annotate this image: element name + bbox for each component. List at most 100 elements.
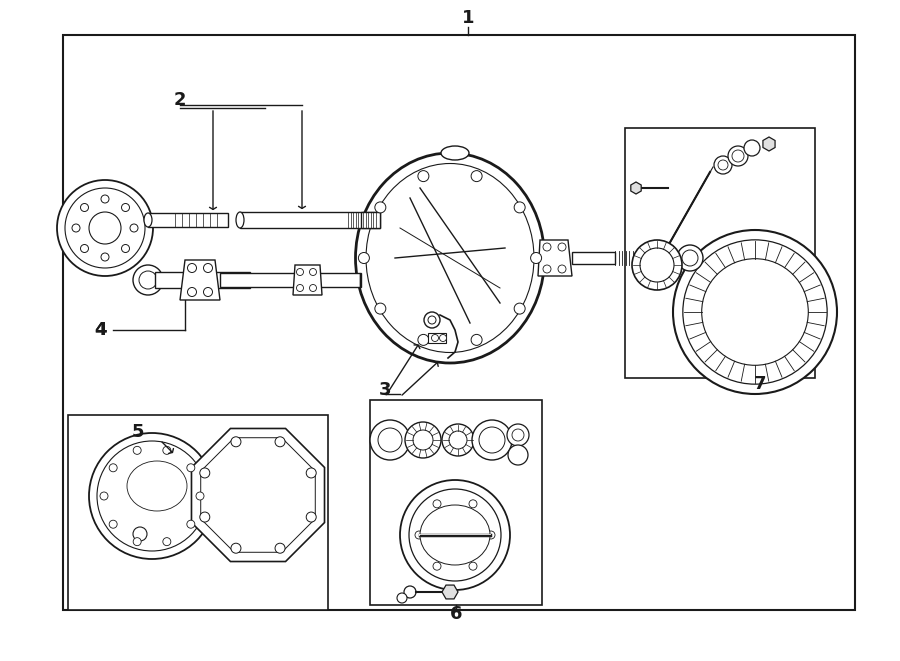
Ellipse shape <box>366 163 534 352</box>
Circle shape <box>187 288 196 297</box>
Circle shape <box>109 464 117 472</box>
Circle shape <box>487 531 495 539</box>
Ellipse shape <box>144 213 152 227</box>
Circle shape <box>57 180 153 276</box>
Circle shape <box>424 312 440 328</box>
Polygon shape <box>442 585 458 599</box>
Text: 3: 3 <box>379 381 392 399</box>
Bar <box>625 128 815 378</box>
Circle shape <box>433 500 441 508</box>
Bar <box>370 400 542 605</box>
Circle shape <box>80 204 88 212</box>
Circle shape <box>409 489 501 581</box>
Circle shape <box>310 268 317 276</box>
Circle shape <box>508 445 528 465</box>
Text: 2: 2 <box>174 91 186 109</box>
Circle shape <box>275 543 285 553</box>
Polygon shape <box>540 250 544 266</box>
Circle shape <box>65 188 145 268</box>
Bar <box>428 333 446 343</box>
Circle shape <box>682 250 698 266</box>
Circle shape <box>306 512 316 522</box>
Polygon shape <box>192 428 325 561</box>
Circle shape <box>404 586 416 598</box>
Ellipse shape <box>356 153 544 363</box>
Circle shape <box>469 500 477 508</box>
Circle shape <box>702 258 808 366</box>
Circle shape <box>428 316 436 324</box>
Text: 4: 4 <box>94 321 106 339</box>
Text: 1: 1 <box>462 9 474 27</box>
Polygon shape <box>148 213 228 227</box>
Circle shape <box>100 492 108 500</box>
Circle shape <box>374 202 386 213</box>
Circle shape <box>413 430 433 450</box>
Polygon shape <box>361 212 380 228</box>
Circle shape <box>358 253 369 264</box>
Polygon shape <box>220 273 360 287</box>
Circle shape <box>139 271 157 289</box>
Polygon shape <box>763 137 775 151</box>
Circle shape <box>405 422 441 458</box>
Circle shape <box>714 156 732 174</box>
Circle shape <box>89 212 121 244</box>
Circle shape <box>471 334 482 346</box>
Circle shape <box>400 480 510 590</box>
Ellipse shape <box>127 461 187 511</box>
Circle shape <box>512 429 524 441</box>
Polygon shape <box>293 265 322 295</box>
Circle shape <box>306 468 316 478</box>
Circle shape <box>370 420 410 460</box>
Circle shape <box>433 513 477 557</box>
Circle shape <box>163 446 171 454</box>
Circle shape <box>122 245 130 253</box>
Ellipse shape <box>236 212 244 228</box>
Circle shape <box>469 562 477 570</box>
Circle shape <box>471 171 482 182</box>
Polygon shape <box>538 240 572 276</box>
Circle shape <box>101 195 109 203</box>
Text: 6: 6 <box>450 605 463 623</box>
Circle shape <box>418 334 429 346</box>
Circle shape <box>479 427 505 453</box>
Circle shape <box>514 202 526 213</box>
Text: 4: 4 <box>94 321 106 339</box>
Circle shape <box>187 520 194 528</box>
Polygon shape <box>650 252 685 264</box>
Circle shape <box>531 253 542 264</box>
Circle shape <box>744 140 760 156</box>
Circle shape <box>543 265 551 273</box>
Circle shape <box>72 224 80 232</box>
Circle shape <box>718 160 728 170</box>
Text: 7: 7 <box>754 375 766 393</box>
Circle shape <box>231 437 241 447</box>
Circle shape <box>187 464 194 472</box>
Circle shape <box>200 512 210 522</box>
Circle shape <box>122 204 130 212</box>
Circle shape <box>296 268 303 276</box>
Circle shape <box>439 334 446 342</box>
Circle shape <box>133 265 163 295</box>
Circle shape <box>415 531 423 539</box>
Circle shape <box>431 334 438 342</box>
Circle shape <box>130 224 138 232</box>
Circle shape <box>472 420 512 460</box>
Circle shape <box>275 437 285 447</box>
Polygon shape <box>572 252 615 264</box>
Circle shape <box>397 593 407 603</box>
Circle shape <box>203 264 212 272</box>
Circle shape <box>109 520 117 528</box>
Circle shape <box>433 562 441 570</box>
Circle shape <box>640 248 674 282</box>
Circle shape <box>310 284 317 292</box>
Polygon shape <box>180 260 220 300</box>
Circle shape <box>89 433 215 559</box>
Circle shape <box>728 146 748 166</box>
Text: 5: 5 <box>131 423 144 441</box>
Bar <box>63 35 855 610</box>
Circle shape <box>632 240 682 290</box>
Circle shape <box>203 288 212 297</box>
Circle shape <box>133 537 141 545</box>
Circle shape <box>196 492 204 500</box>
Circle shape <box>442 424 474 456</box>
